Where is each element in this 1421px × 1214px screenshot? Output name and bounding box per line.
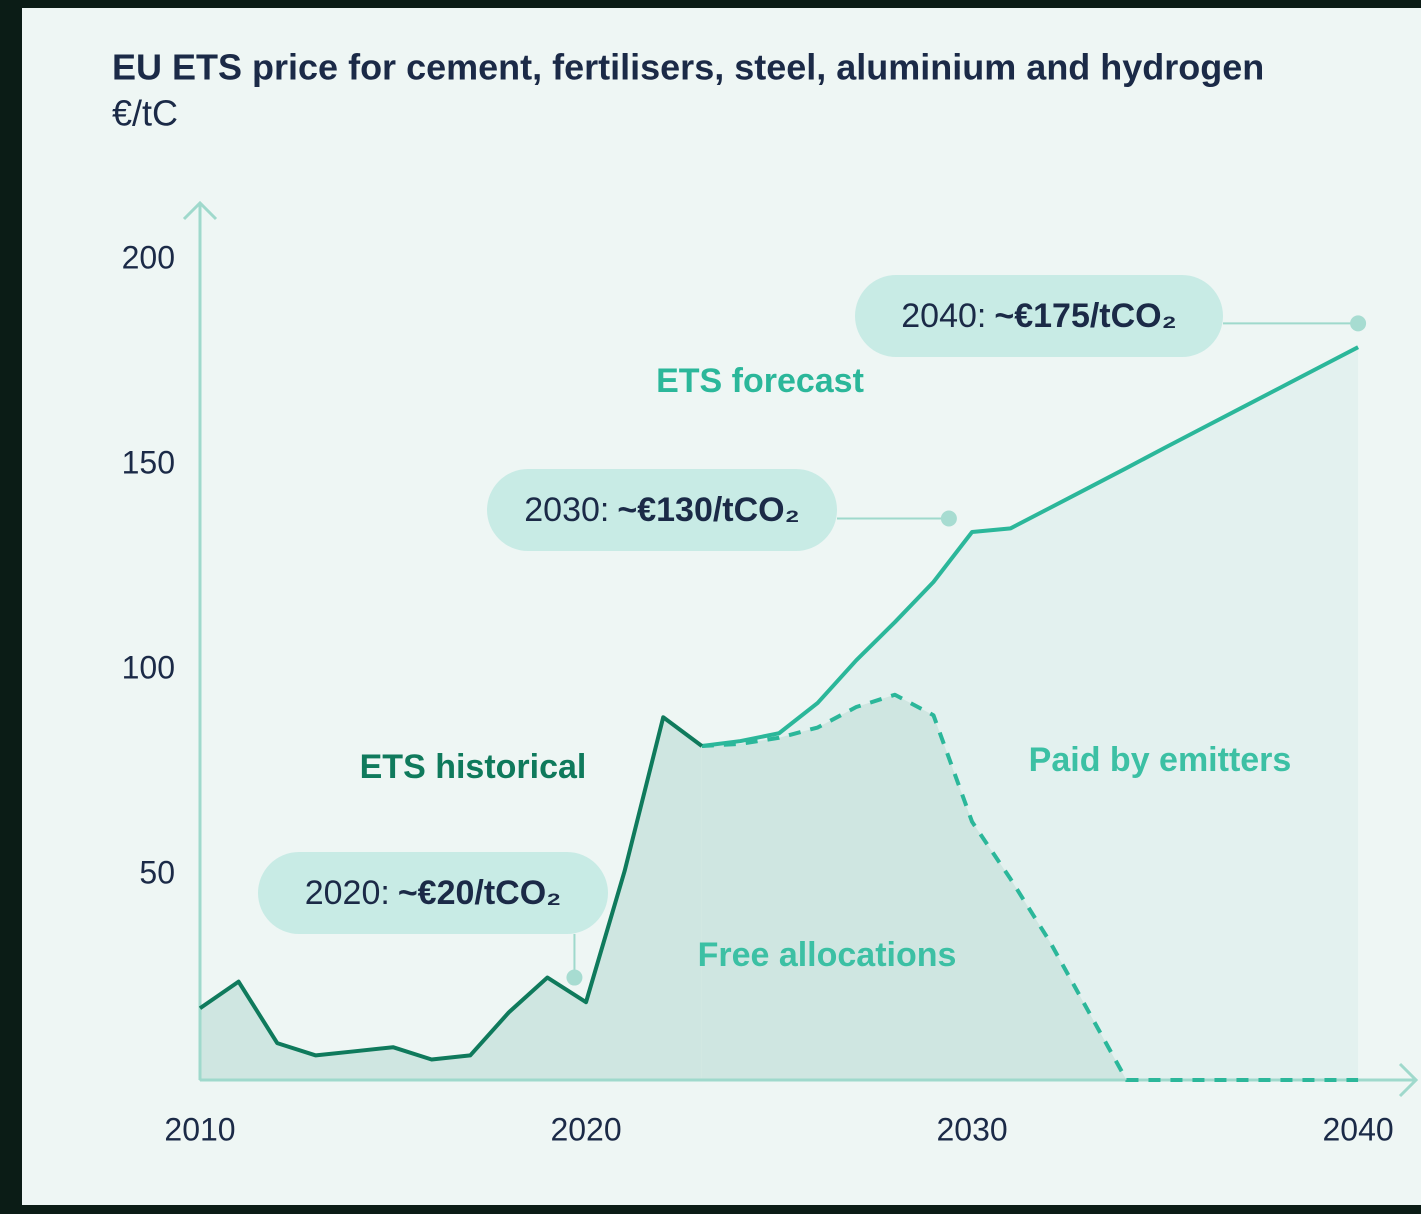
annotation-price: ~€175/tCO₂ xyxy=(994,297,1176,335)
annotation-box xyxy=(258,852,608,934)
y-axis-arrow xyxy=(182,200,218,221)
y-tick-label: 100 xyxy=(122,650,175,686)
annotation-point xyxy=(1350,315,1367,332)
region-label: Paid by emitters xyxy=(1029,741,1292,779)
chart-subtitle: €/tC xyxy=(112,93,178,134)
x-tick-label: 2040 xyxy=(1323,1111,1394,1147)
x-tick-label: 2010 xyxy=(164,1111,235,1147)
annotation-label: 2040: ~€175/tCO₂ xyxy=(901,297,1176,335)
series-label: Free allocations xyxy=(698,936,957,974)
x-tick-label: 2020 xyxy=(550,1111,621,1147)
annotation-year: 2040: xyxy=(901,297,986,335)
x-tick-label: 2030 xyxy=(936,1111,1007,1147)
chart-title: EU ETS price for cement, fertilisers, st… xyxy=(112,47,1264,88)
annotation-box xyxy=(487,469,837,551)
series-label: ETS forecast xyxy=(656,362,864,400)
series-label: ETS historical xyxy=(360,748,587,786)
annotation-point xyxy=(940,510,957,527)
annotation-label: 2030: ~€130/tCO₂ xyxy=(524,491,799,529)
annotation-point xyxy=(566,969,583,986)
annotation-label: 2020: ~€20/tCO₂ xyxy=(305,874,562,912)
y-tick-label: 200 xyxy=(122,240,175,276)
annotation-year: 2030: xyxy=(524,491,609,529)
annotation-price: ~€20/tCO₂ xyxy=(398,874,561,912)
annotation-year: 2020: xyxy=(305,874,390,912)
free-allocation-area xyxy=(701,694,1359,1080)
line xyxy=(701,345,1360,748)
y-tick-label: 150 xyxy=(122,445,175,481)
historical-area xyxy=(200,717,702,1080)
x-axis-arrow xyxy=(1398,1062,1419,1098)
annotation-price: ~€130/tCO₂ xyxy=(617,491,799,529)
y-tick-label: 50 xyxy=(139,855,175,891)
annotation-box xyxy=(855,275,1223,357)
dashed-line xyxy=(701,692,1359,1082)
line xyxy=(198,715,704,1062)
